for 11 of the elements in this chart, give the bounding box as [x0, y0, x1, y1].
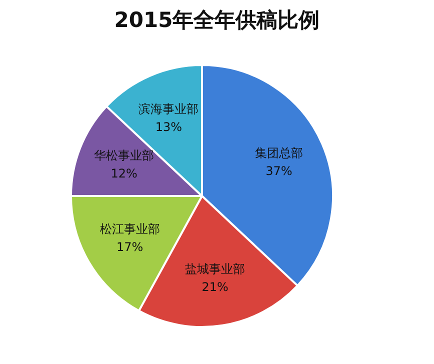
slice-label: 盐城事业部: [185, 262, 246, 276]
data-label: 21%: [202, 280, 228, 294]
data-label: 13%: [155, 120, 182, 134]
slice-label: 华松事业部: [94, 148, 154, 162]
slice-label: 滨海事业部: [138, 102, 199, 116]
slice-label: 松江事业部: [100, 222, 160, 236]
chart-title: 2015年全年供稿比例: [113, 7, 321, 34]
data-label: 12%: [110, 166, 138, 180]
data-label: 37%: [266, 164, 292, 178]
slice-label: 集团总部: [254, 146, 303, 160]
data-label: 17%: [116, 240, 144, 254]
